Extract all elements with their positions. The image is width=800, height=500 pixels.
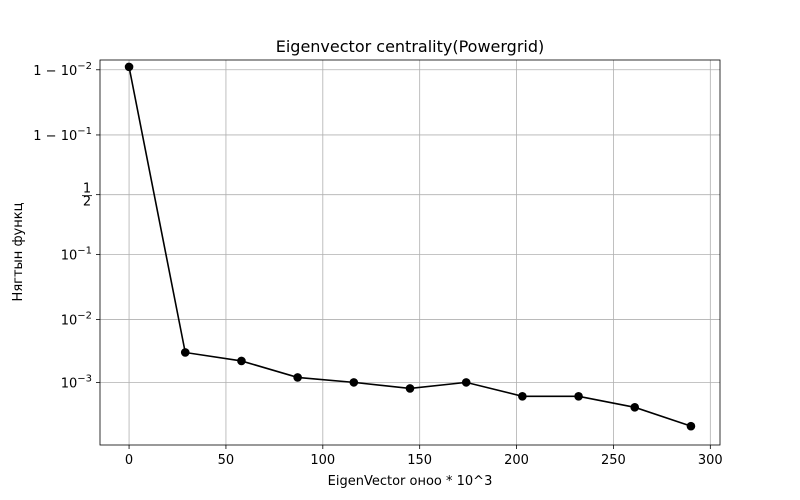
chart-title: Eigenvector centrality(Powergrid) (276, 37, 545, 56)
x-tick-label: 250 (601, 453, 626, 468)
y-axis-label: Нягтын функц (11, 202, 26, 301)
data-point (574, 391, 583, 401)
x-tick-label: 100 (310, 453, 335, 468)
plot-area-frame (99, 59, 721, 446)
series-layer (124, 62, 696, 431)
data-point (405, 384, 415, 393)
data-point (518, 391, 527, 401)
data-point (237, 356, 246, 366)
y-tick-label: 12 (82, 182, 92, 210)
x-tick-label: 200 (504, 453, 529, 468)
data-point (686, 421, 696, 431)
grid (100, 60, 720, 445)
y-axis: 10−3 10−2 10−1 12 1 − 10−1 1 − 10−2 (33, 61, 100, 391)
data-point (630, 403, 640, 412)
y-tick-label-numerator: 1 (83, 182, 91, 197)
x-axis-label: EigenVector оноо * 10^3 (328, 474, 493, 489)
x-tick-label: 50 (218, 453, 235, 468)
y-tick-label: 1 − 10−2 (33, 61, 92, 79)
y-tick-label-denominator: 2 (83, 195, 91, 210)
y-tick-label: 10−2 (61, 311, 92, 329)
y-tick-label: 10−3 (61, 373, 92, 391)
data-point (349, 378, 359, 387)
data-point (293, 373, 302, 382)
y-tick-label: 1 − 10−1 (33, 126, 92, 144)
x-tick-label: 300 (698, 453, 723, 468)
x-tick-label: 150 (407, 453, 432, 468)
data-point (461, 378, 471, 387)
series-line (128, 66, 692, 427)
data-point (180, 348, 190, 357)
x-axis: 0 50 100 150 200 250 300 (125, 445, 723, 468)
x-tick-label: 0 (125, 453, 133, 468)
data-point (124, 62, 134, 72)
y-tick-label: 10−1 (61, 245, 92, 263)
